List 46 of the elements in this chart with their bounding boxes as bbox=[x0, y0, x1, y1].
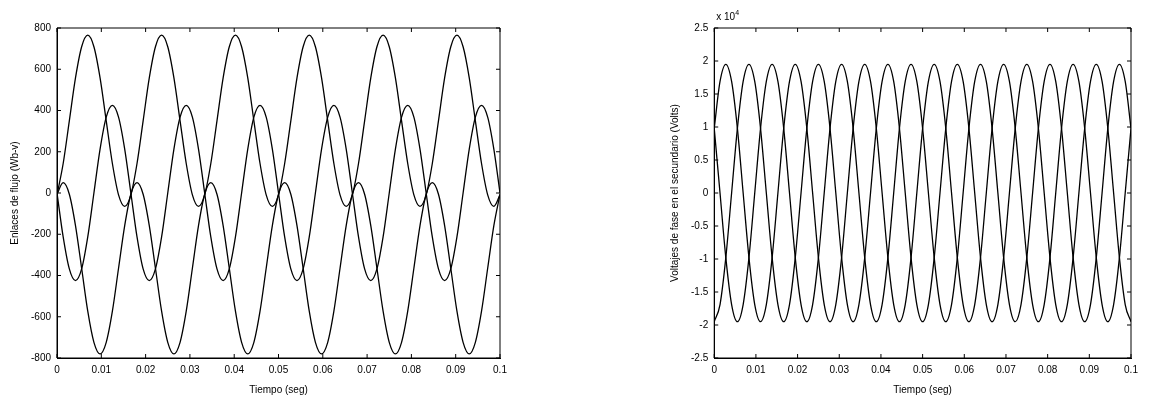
y-tick-label: -400 bbox=[31, 269, 52, 281]
y-tick-label: 0 bbox=[702, 186, 709, 198]
y-tick-label: 400 bbox=[34, 104, 52, 116]
x-tick-label: 0.07 bbox=[357, 363, 378, 375]
y-tick-label: 800 bbox=[34, 21, 52, 33]
y-tick-label: -200 bbox=[31, 228, 52, 239]
x-tick-label: 0.04 bbox=[224, 363, 245, 375]
x-tick-label: 0 bbox=[711, 363, 718, 375]
y-tick-label: 2 bbox=[702, 54, 709, 66]
x-tick-label: 0.08 bbox=[1037, 363, 1058, 375]
x-tick-label: 0.02 bbox=[787, 363, 808, 375]
y-tick-label: 600 bbox=[34, 63, 52, 74]
x-tick-label: 0.1 bbox=[493, 363, 508, 375]
x-tick-label: 0.03 bbox=[829, 363, 850, 375]
x-tick-label: 0.04 bbox=[871, 363, 892, 375]
y-tick-label: 1 bbox=[702, 120, 709, 132]
y-tick-label: 2.5 bbox=[694, 21, 709, 33]
x-tick-label: 0.09 bbox=[1079, 363, 1100, 375]
y-tick-label: -1 bbox=[699, 252, 709, 264]
x-tick-label: 0.01 bbox=[91, 363, 112, 375]
y-tick-label: 1.5 bbox=[694, 87, 709, 99]
x-tick-label: 0.05 bbox=[268, 363, 289, 375]
x-tick-label: 0.06 bbox=[954, 363, 975, 375]
y-tick-label: -1.5 bbox=[691, 285, 709, 297]
x-tick-label: 0.1 bbox=[1124, 363, 1139, 375]
y-tick-label: 0 bbox=[45, 186, 52, 198]
x-tick-label: 0.07 bbox=[996, 363, 1017, 375]
y-tick-label: 0.5 bbox=[694, 153, 709, 165]
y-tick-label: -600 bbox=[31, 310, 52, 322]
y-tick-label: -0.5 bbox=[691, 219, 709, 231]
x-tick-label: 0.06 bbox=[313, 363, 333, 375]
x-tick-label: 0.03 bbox=[180, 363, 201, 375]
x-tick-label: 0.08 bbox=[401, 363, 422, 375]
x-axis-title: Tiempo (seg) bbox=[893, 383, 952, 395]
x-tick-label: 0.02 bbox=[135, 363, 156, 375]
x-tick-label: 0.01 bbox=[746, 363, 767, 375]
y-tick-label: -2.5 bbox=[691, 351, 709, 363]
y-axis-title: Voltajes de fase en el secundario (Volts) bbox=[668, 104, 680, 282]
y-axis-title: Enlaces de flujo (Wb-v) bbox=[8, 141, 20, 245]
x-tick-label: 0.05 bbox=[912, 363, 933, 375]
x-tick-label: 0.09 bbox=[445, 363, 466, 375]
x-tick-label: 0 bbox=[54, 363, 61, 375]
y-tick-label: -2 bbox=[699, 318, 709, 330]
y-tick-label: -800 bbox=[31, 351, 52, 363]
y-tick-label: 200 bbox=[34, 145, 52, 157]
x-axis-title: Tiempo (seg) bbox=[249, 383, 308, 395]
